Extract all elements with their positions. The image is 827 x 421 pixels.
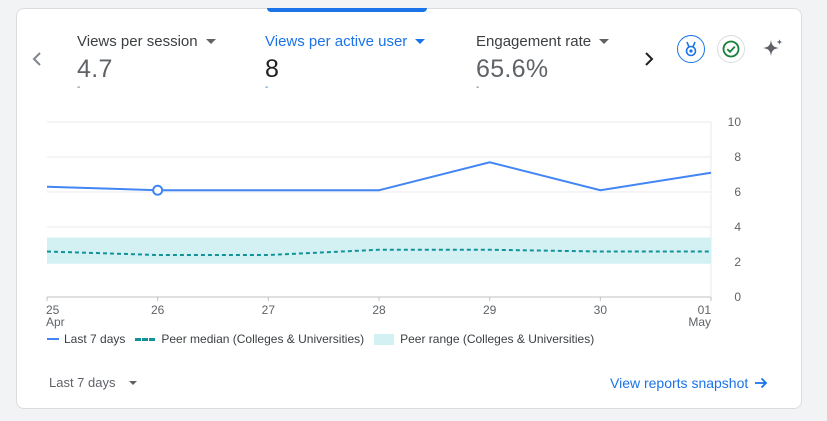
check-circle-icon [722, 40, 740, 58]
x-tick-month-label: May [688, 315, 711, 329]
date-range-dropdown[interactable]: Last 7 days [49, 375, 137, 390]
date-range-label: Last 7 days [49, 375, 116, 390]
previous-metrics-button[interactable] [25, 47, 49, 71]
x-tick-label: 25 [46, 303, 60, 317]
y-tick-label: 2 [734, 255, 741, 269]
metric-label: Engagement rate [476, 33, 592, 50]
x-tick-label: 26 [151, 303, 165, 317]
metric-change: - [265, 82, 269, 93]
metric-change: - [77, 82, 81, 93]
peer-median-line [46, 248, 711, 256]
legend-label: Peer range (Colleges & Universities) [400, 332, 595, 346]
metric-value: 65.6% [476, 55, 549, 83]
x-tick-month-label: Apr [46, 315, 65, 329]
legend-item-peer-median: Peer median (Colleges & Universities) [135, 332, 364, 346]
chevron-left-icon [32, 52, 41, 66]
metric-card: Views per session 4.7 - Views per active… [16, 8, 802, 409]
x-tick-label: 29 [483, 303, 497, 317]
next-metrics-button[interactable] [637, 47, 661, 71]
y-tick-label: 6 [734, 185, 741, 199]
legend-band-swatch [374, 333, 395, 345]
active-tab-indicator [267, 8, 427, 12]
metric-label: Views per session [77, 33, 198, 50]
legend-line-swatch [47, 338, 59, 340]
metric-value: 8 [265, 55, 280, 83]
chevron-right-icon [645, 52, 654, 66]
metric-tab-views-per-session[interactable]: Views per session 4.7 - [77, 33, 216, 93]
sparkle-icon [763, 39, 783, 56]
view-reports-snapshot-link[interactable]: View reports snapshot [610, 375, 768, 391]
metric-value: 4.7 [77, 55, 113, 83]
chart-legend: Last 7 days Peer median (Colleges & Univ… [47, 332, 604, 346]
benchmark-badge-icon [685, 41, 697, 57]
caret-down-icon [128, 380, 137, 385]
metric-label: Views per active user [265, 33, 408, 50]
legend-item-last-7-days: Last 7 days [47, 332, 125, 346]
caret-down-icon [415, 39, 426, 44]
snapshot-link-label: View reports snapshot [610, 375, 749, 391]
last-7-days-line [46, 161, 712, 192]
x-tick-label: 27 [262, 303, 276, 317]
metric-change: - [476, 82, 480, 93]
y-tick-label: 8 [734, 150, 741, 164]
x-tick-label: 28 [372, 303, 386, 317]
insights-button[interactable] [759, 35, 787, 63]
metric-tab-engagement-rate[interactable]: Engagement rate 65.6% - [476, 33, 610, 93]
y-tick-label: 10 [728, 115, 742, 129]
y-tick-label: 0 [734, 290, 741, 304]
metric-tab-views-per-active-user[interactable]: Views per active user 8 - [265, 33, 426, 93]
legend-dashed-swatch [135, 337, 156, 341]
benchmark-button[interactable] [677, 35, 705, 63]
data-quality-button[interactable] [717, 35, 745, 63]
caret-down-icon [205, 39, 216, 44]
y-tick-label: 4 [734, 220, 741, 234]
arrow-right-icon [755, 377, 768, 389]
legend-label: Peer median (Colleges & Universities) [161, 332, 365, 346]
legend-label: Last 7 days [64, 332, 126, 346]
x-tick-label: 30 [594, 303, 608, 317]
legend-item-peer-range: Peer range (Colleges & Universities) [374, 332, 594, 346]
caret-down-icon [599, 39, 610, 44]
highlighted-data-point [152, 184, 164, 196]
x-tick-label: 01 [698, 303, 712, 317]
